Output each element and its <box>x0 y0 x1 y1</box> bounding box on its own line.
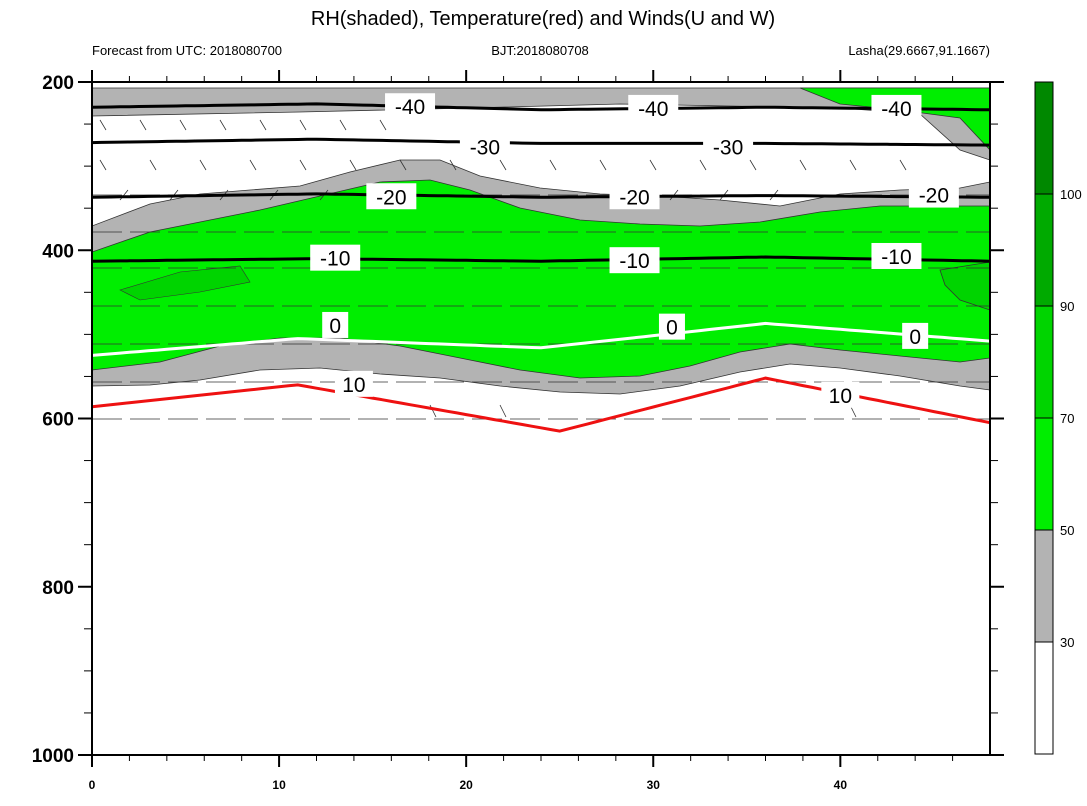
contour-label-box <box>628 94 679 121</box>
contour-label-box <box>871 94 922 121</box>
chart-subtitle-right: Lasha(29.6667,91.1667) <box>848 43 990 58</box>
rh-green-main <box>92 179 990 379</box>
contour-label-box <box>459 133 510 160</box>
contour-label: 0 <box>909 326 921 349</box>
contour-label: -20 <box>376 186 406 209</box>
contour-line-1 <box>92 137 990 147</box>
contour-label-box <box>902 322 929 349</box>
colorbar-box-2 <box>1034 417 1054 531</box>
contour-label: -10 <box>619 250 649 273</box>
chart-subtitle-center: BJT:2018080708 <box>491 43 589 58</box>
contour-label: -10 <box>881 246 911 269</box>
colorbar-box-4 <box>1034 193 1054 307</box>
contour-line-2 <box>92 192 990 199</box>
colorbar-label: 70 <box>1060 411 1074 426</box>
contour-label-box <box>908 181 959 208</box>
x-tick-label: 30 <box>647 778 661 792</box>
contour-label-box <box>821 381 860 408</box>
x-tick-label: 20 <box>459 778 473 792</box>
contour-label-box <box>322 311 349 338</box>
contour-label-box <box>871 242 922 269</box>
x-tick-label: 0 <box>89 778 96 792</box>
x-tick-label: 40 <box>834 778 848 792</box>
colorbar-labels: 30 50 70 90 100 <box>1060 187 1082 650</box>
contour-line-4 <box>92 321 990 357</box>
contour-label: 10 <box>829 385 852 408</box>
contour-label: -20 <box>919 185 949 208</box>
chart-title: RH(shaded), Temperature(red) and Winds(U… <box>311 8 775 30</box>
contour-line-3 <box>92 255 990 263</box>
contour-label-box <box>658 313 685 340</box>
y-tick-label: 200 <box>42 73 74 94</box>
rh-green-top-right <box>799 87 990 151</box>
x-tick-label: 10 <box>272 778 286 792</box>
contour-label: -10 <box>320 248 350 271</box>
temperature-contours: -40 -40 -40 -30 -30 -20 -20 -20 -10 -10 -10 0 0 0 10 10 <box>92 93 990 433</box>
colorbar-box-0 <box>1034 641 1054 755</box>
y-tick-label: 1000 <box>32 746 74 767</box>
contour-label: 0 <box>666 317 678 340</box>
y-tick-label: 600 <box>42 410 74 431</box>
chart-subtitle-left: Forecast from UTC: 2018080700 <box>92 43 282 58</box>
contour-label: 10 <box>342 374 365 397</box>
colorbar-box-5 <box>1034 81 1054 195</box>
contour-label-box <box>609 183 660 210</box>
contour-label-box <box>310 244 361 271</box>
colorbar-label: 100 <box>1060 187 1082 202</box>
rh-shading <box>92 87 990 395</box>
contour-label: -40 <box>395 96 425 119</box>
colorbar: 30 50 70 90 100 <box>1034 81 1082 755</box>
contour-label: 0 <box>329 315 341 338</box>
contour-label-box <box>334 370 373 397</box>
contour-label: -30 <box>713 137 743 160</box>
colorbar-label: 50 <box>1060 523 1074 538</box>
colorbar-box-1 <box>1034 529 1054 643</box>
colorbar-label: 90 <box>1060 299 1074 314</box>
contour-label: -30 <box>470 137 500 160</box>
contour-label: -40 <box>638 98 668 121</box>
contour-line-0 <box>92 102 990 112</box>
y-tick-label: 400 <box>42 241 74 262</box>
contour-label-box <box>366 183 417 210</box>
contour-label: -20 <box>619 186 649 209</box>
colorbar-box-3 <box>1034 305 1054 419</box>
contour-label: -40 <box>881 98 911 121</box>
y-tick-label: 800 <box>42 578 74 599</box>
rh-green-mid-patch <box>119 265 251 301</box>
contour-label-box <box>609 247 660 274</box>
rh-green-dark-patch <box>939 261 990 311</box>
colorbar-label: 30 <box>1060 635 1074 650</box>
contour-label-box <box>385 93 436 120</box>
contour-label-box <box>703 133 754 160</box>
